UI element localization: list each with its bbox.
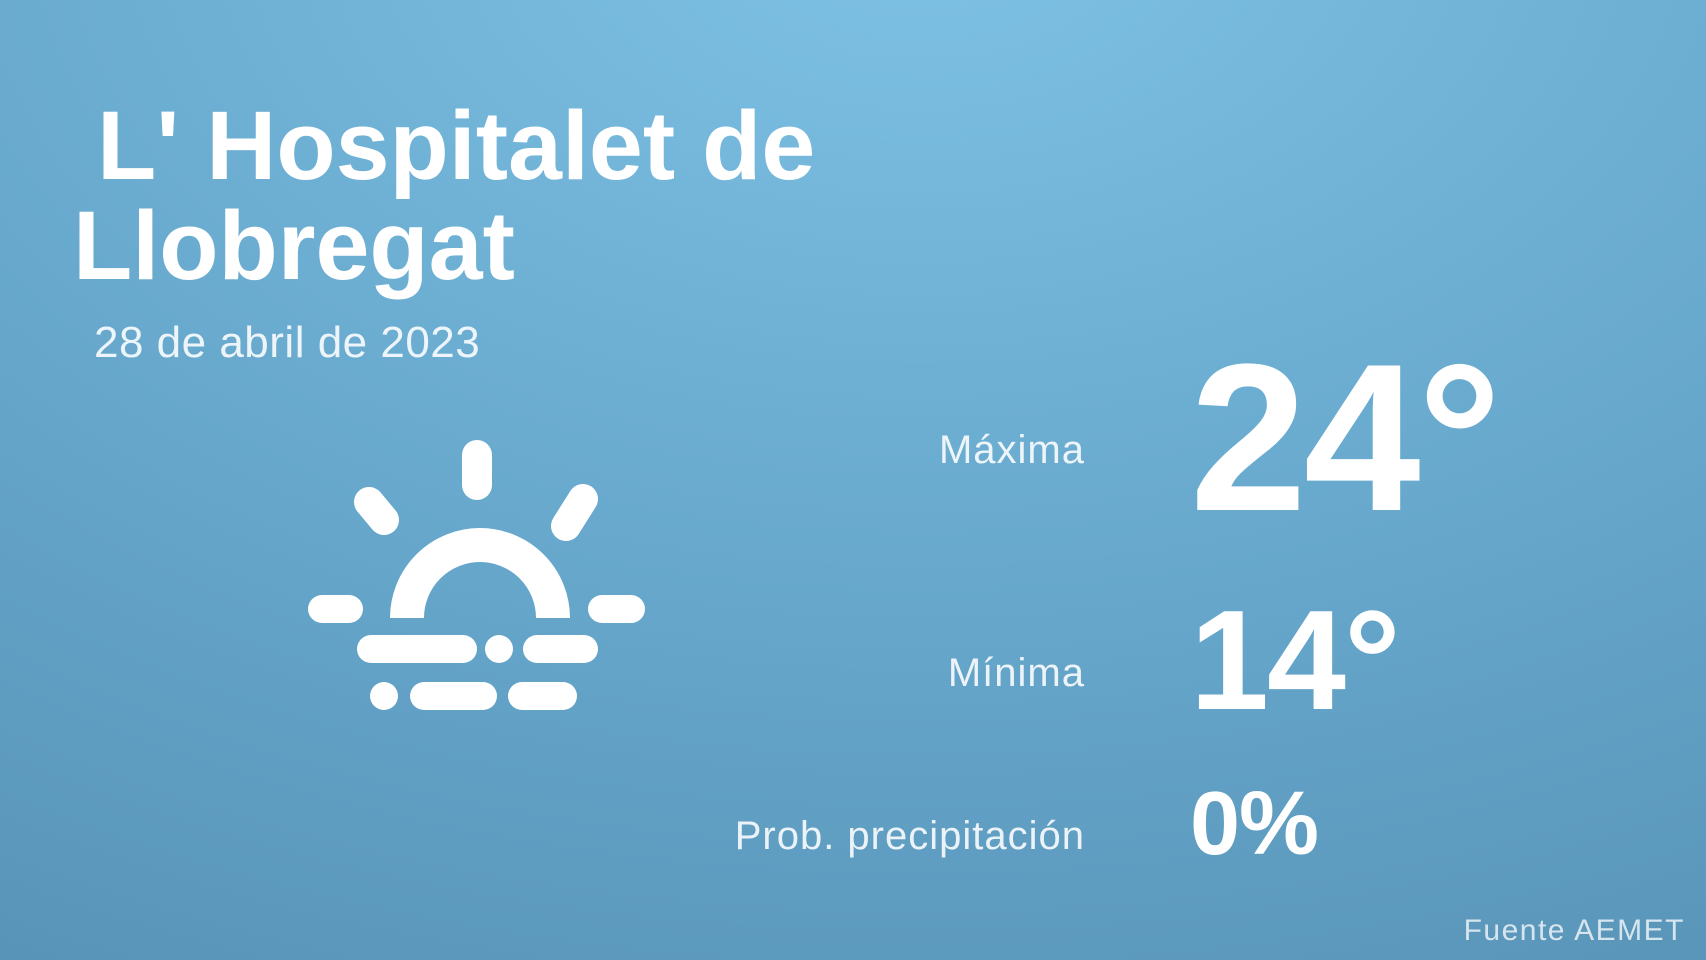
max-temperature-row: Máxima 24° [400, 333, 1580, 543]
min-temperature-row: Mínima 14° [400, 590, 1580, 732]
min-temperature-label: Mínima [947, 650, 1085, 695]
source-attribution: Fuente AEMET [1463, 914, 1685, 947]
max-temperature-label: Máxima [938, 427, 1085, 472]
min-temperature-value: 14° [1190, 581, 1401, 740]
precipitation-row: Prob. precipitación 0% [400, 779, 1580, 869]
forecast-date: 28 de abril de 2023 [94, 318, 481, 367]
location-title: L' Hospitalet de Llobregat [73, 91, 816, 300]
precipitation-value: 0% [1190, 774, 1319, 874]
sun-fog-icon [300, 428, 650, 713]
precipitation-label: Prob. precipitación [734, 813, 1085, 858]
max-temperature-value: 24° [1190, 320, 1502, 555]
